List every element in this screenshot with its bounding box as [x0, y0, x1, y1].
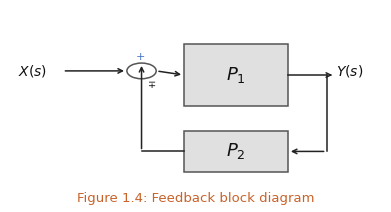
Bar	[184, 44, 288, 106]
Text: $Y(s)$: $Y(s)$	[336, 63, 364, 79]
Text: +: +	[135, 52, 145, 62]
Text: $P_1$: $P_1$	[226, 65, 246, 85]
Text: Figure 1.4: Feedback block diagram: Figure 1.4: Feedback block diagram	[77, 192, 314, 205]
Text: $P_2$: $P_2$	[226, 141, 246, 161]
Text: $X(s)$: $X(s)$	[18, 63, 47, 79]
Text: $\mp$: $\mp$	[147, 79, 156, 90]
Bar	[184, 131, 288, 172]
